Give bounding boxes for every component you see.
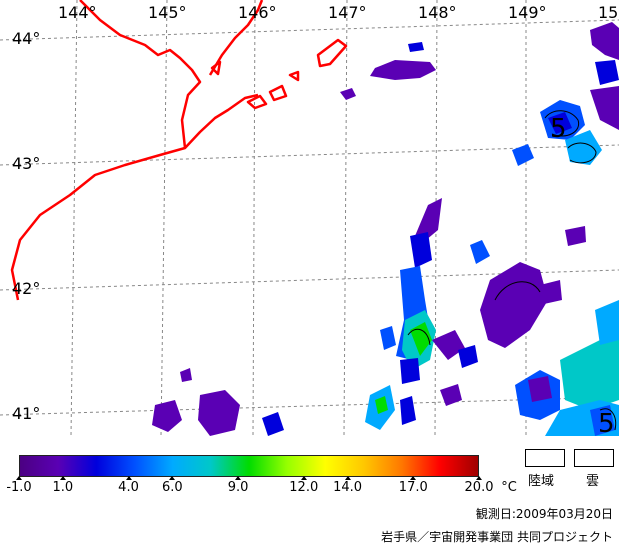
colorbar-tick-label: 14.0: [333, 480, 363, 495]
lon-label-150: 15: [598, 3, 618, 22]
lon-label-149: 149°: [508, 3, 547, 22]
sst-data: [152, 22, 619, 436]
colorbar-tick-label: 6.0: [161, 480, 183, 495]
temperature-colorbar: [19, 455, 479, 477]
colorbar-tick-mark: [125, 476, 132, 480]
contour-label: 5: [598, 409, 615, 436]
colorbar-unit: °C: [501, 480, 517, 495]
credit-line: 岩手県／宇宙開発事業団 共同プロジェクト: [381, 530, 613, 544]
contour-value-labels: 5 5: [550, 114, 615, 436]
colorbar-tick-label: -1.0: [6, 480, 32, 495]
lat-label-42: 42°: [12, 279, 40, 298]
sst-contours: [407, 110, 617, 431]
lon-label-145: 145°: [148, 3, 187, 22]
colorbar-tick-label: 4.0: [118, 480, 139, 495]
lon-label-147: 147°: [328, 3, 367, 22]
land-legend-swatch: [525, 449, 565, 467]
lat-label-41: 41°: [12, 404, 40, 423]
colorbar-tick-mark: [235, 476, 242, 480]
lat-label-43: 43°: [12, 154, 40, 173]
colorbar-tick-label: 17.0: [398, 480, 428, 495]
colorbar-tick-mark: [169, 476, 176, 480]
longitude-labels: 144° 145° 146° 147° 148° 149° 15: [58, 3, 618, 22]
colorbar-tick-mark: [476, 476, 482, 480]
colorbar-tick-label: 12.0: [289, 480, 319, 495]
latitude-labels: 44° 43° 42° 41°: [12, 29, 40, 423]
colorbar-tick-mark: [59, 476, 66, 480]
lat-label-44: 44°: [12, 29, 40, 48]
colorbar-tick-mark: [16, 476, 22, 480]
lon-label-146: 146°: [238, 3, 277, 22]
lon-label-148: 148°: [418, 3, 457, 22]
colorbar-tick-label: 20.0: [464, 480, 494, 495]
cloud-legend-swatch: [574, 449, 614, 467]
colorbar-tick-mark: [300, 476, 307, 480]
colorbar-tick-label: 1.0: [52, 480, 74, 495]
lon-label-144: 144°: [58, 3, 97, 22]
colorbar-tick-mark: [344, 476, 351, 480]
colorbar-tick-label: 9.0: [227, 480, 249, 495]
contour-label: 5: [550, 114, 567, 144]
sst-map: 144° 145° 146° 147° 148° 149° 15 44° 43°…: [0, 0, 619, 436]
land-legend-label: 陸域: [528, 474, 555, 489]
observation-date: 観測日:2009年03月20日: [475, 507, 613, 521]
map-graticule: [0, 0, 619, 436]
coastline: [10, 0, 348, 301]
cloud-legend-label: 雲: [586, 474, 600, 489]
colorbar-tick-mark: [410, 476, 417, 480]
